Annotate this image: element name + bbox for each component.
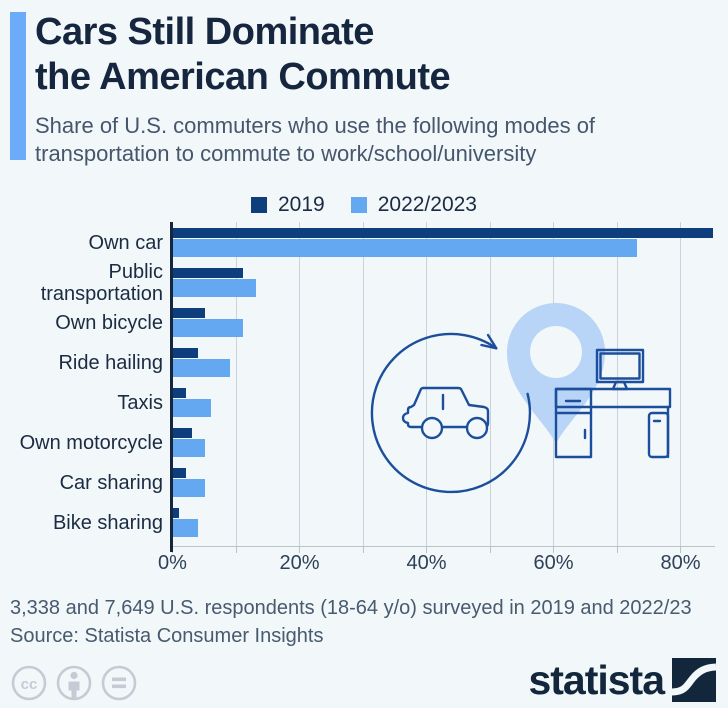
bars-taxis xyxy=(173,388,728,417)
bars-public-transportation xyxy=(173,268,728,297)
legend-label-2019: 2019 xyxy=(278,193,325,216)
tick-label-80: 80% xyxy=(660,552,701,574)
title-line-1: Cars Still Dominate xyxy=(35,11,374,53)
bar-2019-bike-sharing xyxy=(173,508,180,518)
bar-2022-2023-own-bicycle xyxy=(173,319,243,337)
category-label-public-transportation: Public transportation xyxy=(40,260,163,305)
category-label-own-bicycle: Own bicycle xyxy=(55,311,163,334)
tick-mark-70 xyxy=(616,546,618,553)
chart-row-own-bicycle: Own bicycle xyxy=(0,308,728,337)
tick-mark-50 xyxy=(489,546,491,553)
chart-row-ride-hailing: Ride hailing xyxy=(0,348,728,377)
cc-by-icon[interactable] xyxy=(56,665,92,701)
gridline-40 xyxy=(426,222,427,546)
category-label-taxis: Taxis xyxy=(117,391,163,414)
bars-bike-sharing xyxy=(173,508,728,537)
gridline-70 xyxy=(616,222,618,546)
bar-2019-own-bicycle xyxy=(173,308,205,318)
chart-row-bike-sharing: Bike sharing xyxy=(0,508,728,537)
legend-swatch-2022-2023 xyxy=(350,197,367,213)
gridline-20 xyxy=(299,222,300,546)
svg-text:cc: cc xyxy=(21,676,38,693)
bars-own-motorcycle xyxy=(173,428,728,457)
bar-2022-2023-own-motorcycle xyxy=(173,439,205,457)
tick-mark-20 xyxy=(299,546,300,553)
desk-icon xyxy=(554,348,672,459)
source-note: Source: Statista Consumer Insights xyxy=(10,625,324,647)
bar-2019-own-motorcycle xyxy=(173,428,193,438)
tick-mark-60 xyxy=(553,546,554,553)
pc-tower-icon xyxy=(647,411,670,459)
category-label-bike-sharing: Bike sharing xyxy=(52,511,163,534)
circular-arrow-icon xyxy=(370,332,532,494)
cc-nd-icon[interactable] xyxy=(101,665,137,701)
bar-2022-2023-car-sharing xyxy=(173,479,205,497)
bar-2022-2023-taxis xyxy=(173,399,212,417)
statista-logo-text: statista xyxy=(528,657,665,703)
tick-mark-80 xyxy=(680,546,681,553)
bars-ride-hailing xyxy=(173,348,728,377)
page-subtitle: Share of U.S. commuters who use the foll… xyxy=(35,112,595,168)
statista-logo[interactable]: statista xyxy=(528,658,728,702)
bar-2022-2023-bike-sharing xyxy=(173,519,199,537)
bars-own-bicycle xyxy=(173,308,728,337)
tick-label-20: 20% xyxy=(279,552,320,574)
legend-label-2022-2023: 2022/2023 xyxy=(377,193,477,216)
bar-2019-ride-hailing xyxy=(173,348,199,358)
legend-item-2022-2023: 2022/2023 xyxy=(350,193,477,217)
chart-row-taxis: Taxis xyxy=(0,388,728,417)
chart-legend: 2019 2022/2023 xyxy=(0,193,728,217)
gridline-80 xyxy=(680,222,681,546)
y-axis-line xyxy=(170,222,173,552)
bar-2022-2023-own-car xyxy=(173,239,637,257)
bar-2019-car-sharing xyxy=(173,468,186,478)
category-label-own-motorcycle: Own motorcycle xyxy=(19,431,163,454)
statista-logo-mark xyxy=(672,658,716,702)
commute-illustration xyxy=(370,303,672,494)
chart-row-public-transportation: Public transportation xyxy=(0,260,728,305)
category-label-own-car: Own car xyxy=(88,231,163,254)
survey-note: 3,338 and 7,649 U.S. respondents (18-64 … xyxy=(10,597,692,619)
subtitle-line-1: Share of U.S. commuters who use the foll… xyxy=(35,113,596,138)
bar-2019-taxis xyxy=(173,388,186,398)
tick-mark-40 xyxy=(426,546,427,553)
bar-2022-2023-ride-hailing xyxy=(173,359,231,377)
bar-2019-public-transportation xyxy=(173,268,243,278)
legend-item-2019: 2019 xyxy=(251,193,325,217)
legend-swatch-2019 xyxy=(251,197,267,213)
title-accent-bar xyxy=(10,12,26,160)
bars-own-car xyxy=(173,228,728,257)
bar-2022-2023-public-transportation xyxy=(173,279,256,297)
subtitle-line-2: transportation to commute to work/school… xyxy=(35,141,537,166)
cc-license-icons[interactable]: cc xyxy=(8,662,140,706)
cc-icon[interactable]: cc xyxy=(11,665,47,701)
car-icon xyxy=(401,386,490,440)
gridline-50 xyxy=(489,222,491,546)
chart-row-own-motorcycle: Own motorcycle xyxy=(0,428,728,457)
page-title: Cars Still Dominate the American Commute xyxy=(35,10,451,100)
category-label-ride-hailing: Ride hailing xyxy=(58,351,163,374)
gridline-30 xyxy=(362,222,364,546)
chart-row-own-car: Own car xyxy=(0,228,728,257)
x-axis-line xyxy=(170,546,715,547)
tick-label-60: 60% xyxy=(533,552,574,574)
gridline-10 xyxy=(235,222,237,546)
bars-car-sharing xyxy=(173,468,728,497)
chart-row-car-sharing: Car sharing xyxy=(0,468,728,497)
title-line-2: the American Commute xyxy=(35,56,451,98)
bar-2019-own-car xyxy=(173,228,713,238)
chart-rows: Own car Public transportation Own bicycle R… xyxy=(0,228,728,548)
tick-label-40: 40% xyxy=(406,552,447,574)
tick-mark-30 xyxy=(362,546,364,553)
tick-mark-10 xyxy=(235,546,237,553)
tick-label-0: 0% xyxy=(158,552,187,574)
category-label-car-sharing: Car sharing xyxy=(59,471,163,494)
